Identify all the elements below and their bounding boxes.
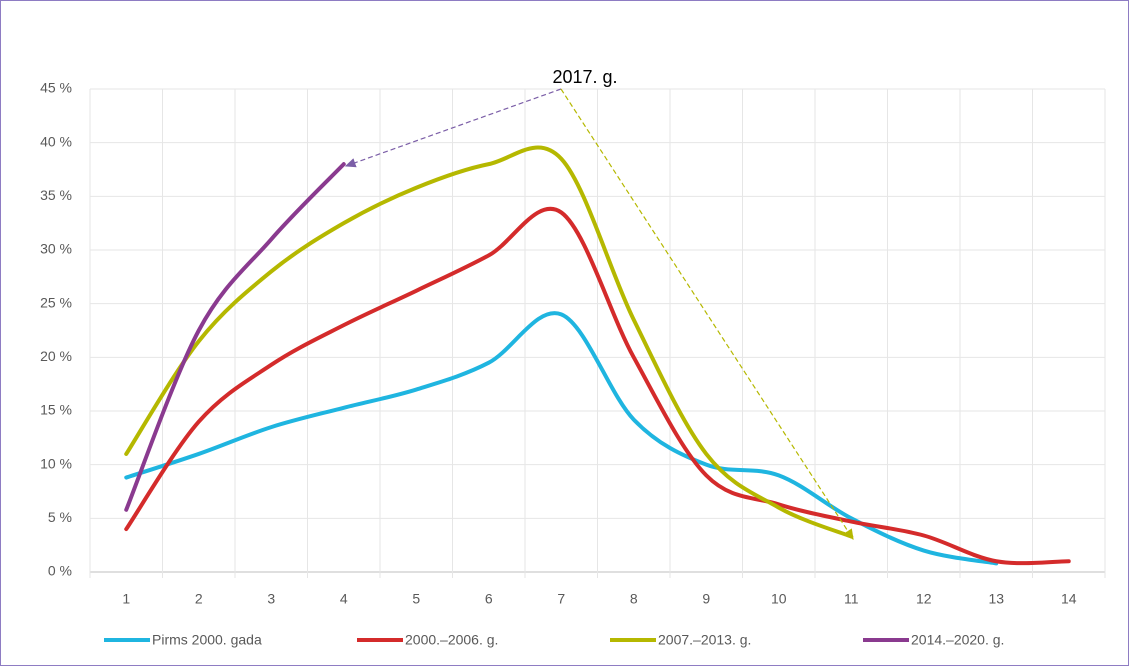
arrow	[344, 88, 562, 168]
x-tick-label: 3	[267, 591, 275, 607]
series-line	[124, 162, 346, 512]
x-tick-label: 14	[1061, 591, 1077, 607]
x-tick-label: 13	[988, 591, 1004, 607]
x-tick-label: 7	[557, 591, 565, 607]
x-tick-label: 8	[630, 591, 638, 607]
y-tick-label: 0 %	[48, 563, 72, 579]
x-tick-label: 2	[195, 591, 203, 607]
legend-label: 2000.–2006. g.	[405, 632, 498, 648]
legend-label: 2014.–2020. g.	[911, 632, 1004, 648]
x-tick-label: 12	[916, 591, 932, 607]
y-tick-label: 15 %	[40, 402, 72, 418]
y-tick-label: 10 %	[40, 455, 72, 471]
x-tick-label: 1	[122, 591, 130, 607]
x-tick-label: 10	[771, 591, 787, 607]
y-tick-label: 30 %	[40, 241, 72, 257]
x-tick-label: 9	[702, 591, 710, 607]
x-tick-label: 11	[844, 591, 859, 607]
y-tick-label: 20 %	[40, 348, 72, 364]
x-tick-label: 5	[412, 591, 420, 607]
legend-label: Pirms 2000. gada	[152, 632, 262, 648]
annotation: 2017. g.	[552, 67, 617, 87]
y-tick-label: 25 %	[40, 294, 72, 310]
y-tick-label: 35 %	[40, 187, 72, 203]
x-tick-label: 4	[340, 591, 348, 607]
y-tick-label: 5 %	[48, 509, 72, 525]
series-line	[124, 145, 854, 539]
legend-label: 2007.–2013. g.	[658, 632, 751, 648]
y-tick-label: 40 %	[40, 133, 72, 149]
x-tick-label: 6	[485, 591, 493, 607]
arrow	[560, 88, 854, 541]
y-tick-label: 45 %	[40, 80, 72, 96]
series-line	[124, 311, 999, 566]
series-line	[124, 206, 1071, 566]
